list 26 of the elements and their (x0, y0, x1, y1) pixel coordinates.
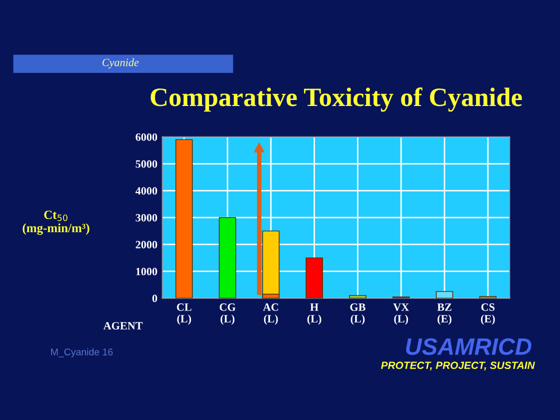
y-tick-label: 3000 (136, 214, 158, 222)
bar (349, 295, 366, 298)
y-tick-label: 0 (152, 294, 158, 302)
x-tick-label: CS (E) (480, 303, 495, 325)
bar (306, 257, 323, 298)
x-tick-label: GB (L) (350, 303, 366, 325)
text: M_Cyanide 16 (51, 348, 113, 358)
y-tick-label: 6000 (136, 133, 158, 141)
x-axis-title: AGENT (103, 322, 143, 330)
chart-subtitle: Cyanide (102, 58, 139, 68)
y-axis-title: Ct$_{50}$ (mg-min/m³) (22, 210, 90, 235)
bar (436, 291, 454, 298)
y-tick-label: 2000 (136, 240, 158, 248)
y-tick-label: 1000 (136, 268, 158, 276)
y-tick-label: 4000 (135, 187, 158, 195)
x-tick-label: CL (L) (176, 303, 192, 325)
bar (218, 217, 236, 298)
chart-title: Comparative Toxicity of Cyanide (150, 87, 522, 112)
text: USAMRICD (406, 338, 532, 355)
x-tick-label: CG (L) (220, 303, 236, 325)
x-tick-label: H (L) (307, 303, 322, 325)
text: PROTECT, PROJECT, SUSTAIN (381, 362, 535, 371)
y-tick-label: 5000 (136, 160, 158, 168)
x-tick-label: AC (L) (262, 303, 278, 325)
x-tick-label: VX (L) (393, 303, 409, 325)
x-tick-label: BZ (E) (437, 303, 452, 325)
